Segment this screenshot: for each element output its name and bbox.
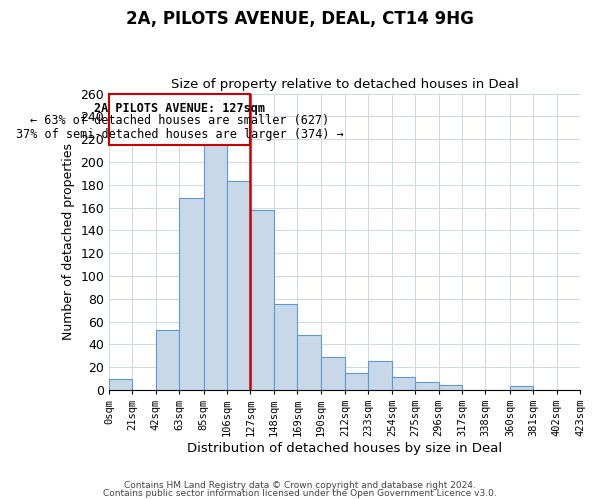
Text: ← 63% of detached houses are smaller (627): ← 63% of detached houses are smaller (62… xyxy=(30,114,329,127)
Bar xyxy=(415,382,439,390)
Bar xyxy=(368,362,392,390)
Bar xyxy=(439,386,462,390)
Text: Contains HM Land Registry data © Crown copyright and database right 2024.: Contains HM Land Registry data © Crown c… xyxy=(124,481,476,490)
Title: Size of property relative to detached houses in Deal: Size of property relative to detached ho… xyxy=(170,78,518,91)
Bar xyxy=(510,386,533,390)
Bar xyxy=(227,182,250,390)
Bar xyxy=(345,373,368,390)
Bar xyxy=(109,94,250,145)
Text: Contains public sector information licensed under the Open Government Licence v3: Contains public sector information licen… xyxy=(103,488,497,498)
Bar xyxy=(156,330,179,390)
Text: 2A PILOTS AVENUE: 127sqm: 2A PILOTS AVENUE: 127sqm xyxy=(94,102,265,114)
Y-axis label: Number of detached properties: Number of detached properties xyxy=(62,143,75,340)
Bar xyxy=(274,304,297,390)
Bar xyxy=(250,210,274,390)
Text: 2A, PILOTS AVENUE, DEAL, CT14 9HG: 2A, PILOTS AVENUE, DEAL, CT14 9HG xyxy=(126,10,474,28)
X-axis label: Distribution of detached houses by size in Deal: Distribution of detached houses by size … xyxy=(187,442,502,455)
Text: 37% of semi-detached houses are larger (374) →: 37% of semi-detached houses are larger (… xyxy=(16,128,344,141)
Bar xyxy=(392,378,415,390)
Bar xyxy=(204,142,227,390)
Bar xyxy=(179,198,204,390)
Bar xyxy=(109,378,133,390)
Bar xyxy=(320,357,345,390)
Bar xyxy=(297,335,320,390)
